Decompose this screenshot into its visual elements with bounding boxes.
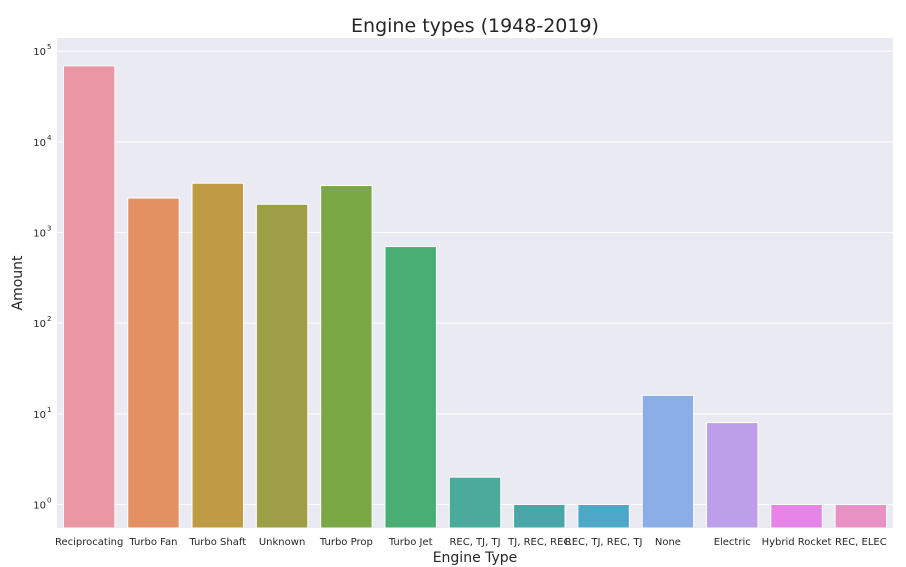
y-tick-label-4: 10 xyxy=(33,138,46,149)
bar-10 xyxy=(706,422,759,529)
x-tick-label-5: Turbo Jet xyxy=(388,537,433,548)
bars xyxy=(62,65,888,529)
y-tick-label-5: 10 xyxy=(33,47,46,58)
y-tick-exp-0: 0 xyxy=(47,496,51,504)
bar-7 xyxy=(513,503,566,529)
y-tick-label-0: 10 xyxy=(33,500,46,511)
y-tick-label-2: 10 xyxy=(33,319,46,330)
chart-title: Engine types (1948-2019) xyxy=(351,15,599,37)
bar-2 xyxy=(191,182,244,529)
x-tick-label-1: Turbo Fan xyxy=(128,537,177,548)
bar-8 xyxy=(577,503,630,529)
x-tick-label-11: Hybrid Rocket xyxy=(762,537,832,548)
y-axis-label: Amount xyxy=(10,255,26,311)
y-tick-label-1: 10 xyxy=(33,410,46,421)
x-axis-label: Engine Type xyxy=(433,550,518,566)
bar-3 xyxy=(255,203,309,529)
x-tick-label-7: TJ, REC, REC xyxy=(507,537,570,548)
y-tick-exp-4: 4 xyxy=(47,134,52,142)
x-tick-labels: Reciprocating Turbo Fan Turbo Shaft Unknown… xyxy=(55,537,887,548)
x-tick-label-3: Unknown xyxy=(259,537,305,548)
x-tick-label-8: REC, TJ, REC, TJ xyxy=(565,537,643,548)
plot-area xyxy=(57,38,893,528)
y-tick-exp-3: 3 xyxy=(47,225,51,233)
x-tick-label-12: REC, ELEC xyxy=(835,537,887,548)
bar-0 xyxy=(62,65,116,529)
y-tick-exp-5: 5 xyxy=(47,43,51,51)
x-tick-label-10: Electric xyxy=(714,537,751,548)
bar-9 xyxy=(641,394,695,529)
y-tick-exp-2: 2 xyxy=(47,315,51,323)
bar-12 xyxy=(834,503,888,529)
y-tick-label-3: 10 xyxy=(33,229,46,240)
y-tick-exp-1: 1 xyxy=(47,406,51,414)
x-tick-label-6: REC, TJ, TJ xyxy=(449,537,500,548)
x-tick-label-0: Reciprocating xyxy=(55,537,123,548)
x-tick-label-2: Turbo Shaft xyxy=(188,537,246,548)
bar-4 xyxy=(320,185,373,529)
bar-11 xyxy=(770,503,823,529)
bar-1 xyxy=(127,197,180,529)
x-tick-label-9: None xyxy=(655,537,681,548)
bar-6 xyxy=(448,476,502,529)
x-tick-label-4: Turbo Prop xyxy=(319,537,373,548)
bar-5 xyxy=(384,246,437,529)
